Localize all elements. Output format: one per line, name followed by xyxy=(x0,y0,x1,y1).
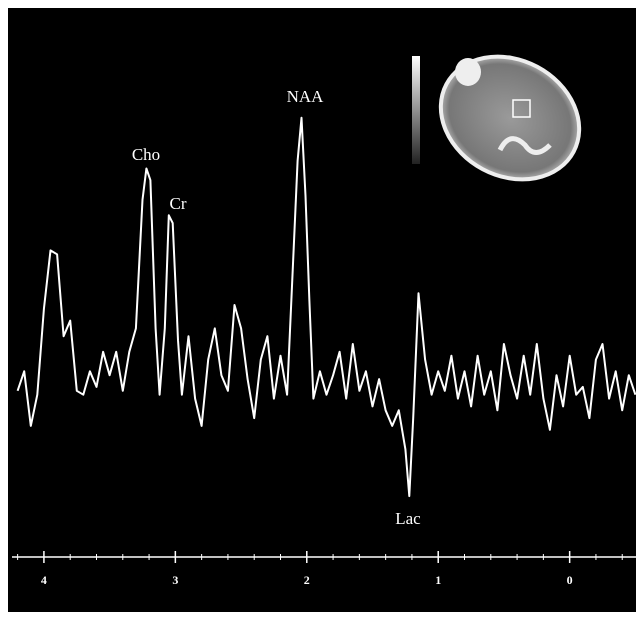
x-tick-label: 4 xyxy=(41,573,47,587)
eye xyxy=(455,58,481,86)
x-tick-label: 2 xyxy=(304,573,310,587)
peak-label: Lac xyxy=(395,509,421,528)
x-tick-label: 0 xyxy=(567,573,573,587)
chart: 4 3 2 1 0 Cho Cr NAA Lac xyxy=(0,0,644,621)
x-tick-label: 1 xyxy=(435,573,441,587)
gray-scale-bar xyxy=(412,56,420,164)
peak-label: Cho xyxy=(132,145,160,164)
peak-label: Cr xyxy=(170,194,187,213)
x-tick-label: 3 xyxy=(172,573,178,587)
peak-label: NAA xyxy=(287,87,325,106)
